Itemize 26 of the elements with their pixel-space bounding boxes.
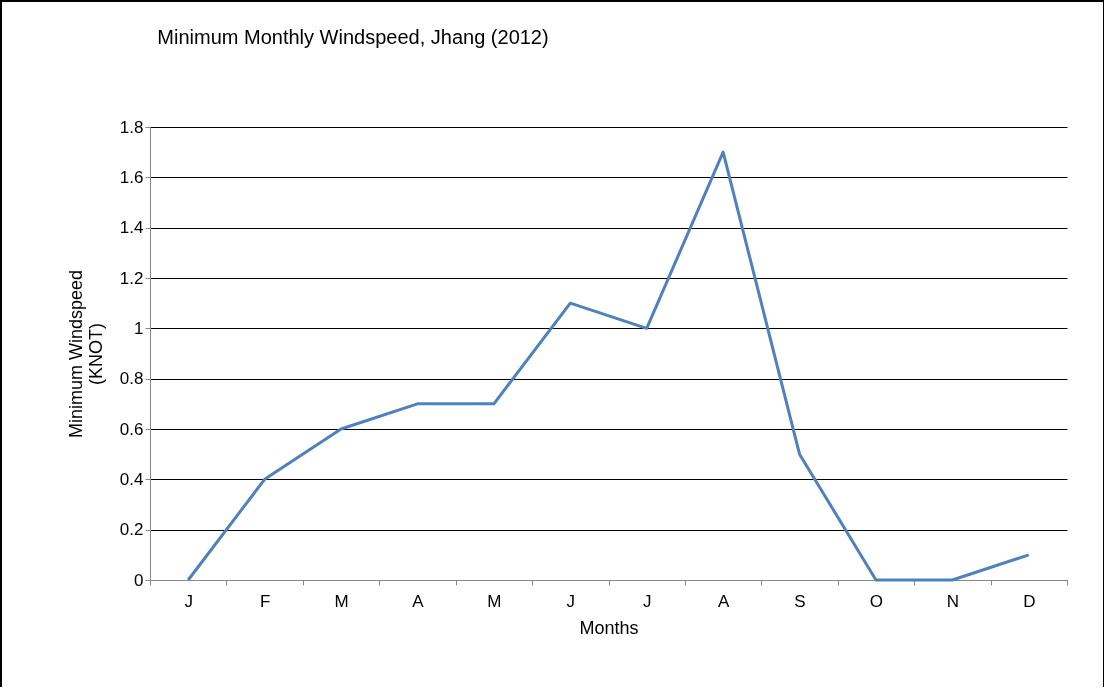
x-tick-label: N — [946, 591, 960, 611]
x-tick-label: O — [869, 591, 884, 611]
x-tick-label: M — [334, 591, 349, 611]
y-tick-label: 1.2 — [119, 268, 144, 288]
x-tick-label: J — [566, 591, 576, 611]
y-tick-label: 0.4 — [119, 469, 144, 489]
x-tick-label: J — [184, 591, 193, 611]
x-tick-label: F — [259, 591, 271, 611]
y-tick-label: 0.6 — [119, 419, 144, 439]
x-axis-title: Months — [579, 617, 639, 638]
y-tick-label: 1 — [134, 318, 144, 338]
x-tick-label: D — [1023, 591, 1036, 611]
y-tick-label: 1.4 — [119, 218, 144, 238]
y-tick-label: 1.6 — [119, 167, 144, 187]
x-tick-label: M — [487, 591, 502, 611]
chart-title: Minimum Monthly Windspeed, Jhang (2012) — [157, 26, 549, 48]
x-tick-label: A — [412, 591, 425, 611]
x-tick-label: A — [717, 591, 730, 611]
line-series — [186, 150, 1031, 582]
y-tick-label: 0.2 — [119, 520, 144, 540]
x-tick-label: S — [794, 591, 806, 611]
y-axis-title: Minimum Windspeed (KNOT) — [65, 269, 106, 439]
y-tick-label: 1.8 — [119, 117, 144, 137]
y-tick-label: 0 — [134, 570, 144, 590]
x-tick-label: J — [642, 591, 652, 611]
y-tick-label: 0.8 — [119, 369, 144, 389]
